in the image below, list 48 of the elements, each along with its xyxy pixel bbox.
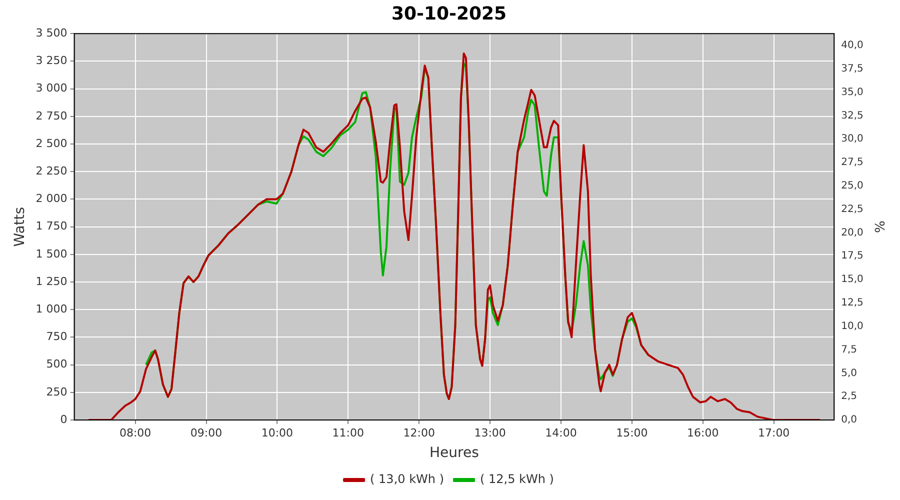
y-tick-label: 1 750 [36, 220, 68, 233]
y2-tick-label: 25,0 [841, 180, 864, 192]
y2-axis-title: % [870, 220, 886, 233]
y2-tick-label: 27,5 [841, 157, 864, 168]
y2-tick-label: 37,5 [841, 63, 864, 74]
y-tick-label: 250 [46, 385, 68, 398]
x-tick-label: 10:00 [261, 426, 294, 440]
y-axis-title: Watts [12, 206, 28, 247]
x-tick-label: 17:00 [758, 426, 790, 440]
x-tick-label: 08:00 [119, 426, 152, 440]
y2-tick-label: 7,5 [841, 344, 858, 356]
x-tick-label: 16:00 [687, 426, 719, 440]
legend-label: ( 12,5 kWh ) [480, 472, 554, 486]
x-tick-label: 13:00 [474, 426, 506, 440]
x-tick-label: 12:00 [403, 426, 435, 440]
y2-tick-label: 10,0 [841, 320, 864, 332]
y2-tick-label: 17,5 [841, 250, 864, 262]
chart-title: 30-10-2025 [391, 3, 507, 24]
y-tick-label: 1 000 [36, 302, 68, 316]
y-tick-label: 2 750 [36, 109, 68, 122]
y-tick-label: 2 250 [36, 164, 68, 178]
x-tick-label: 14:00 [545, 426, 577, 440]
x-tick-label: 15:00 [616, 426, 648, 440]
y-tick-label: 0 [60, 412, 68, 426]
y-tick-label: 1 250 [36, 274, 68, 288]
y-tick-label: 3 250 [36, 54, 68, 68]
y-tick-label: 2 000 [36, 192, 68, 206]
y2-tick-label: 30,0 [841, 134, 864, 145]
y2-tick-label: 0,0 [841, 414, 858, 426]
y2-tick-label: 12,5 [841, 298, 864, 309]
y2-tick-label: 5,0 [841, 368, 858, 379]
y-tick-label: 500 [46, 358, 68, 371]
x-tick-label: 11:00 [332, 426, 364, 440]
legend-label: ( 13,0 kWh ) [370, 472, 444, 486]
y-tick-label: 3 000 [36, 82, 68, 95]
x-axis-title: Heures [430, 445, 479, 462]
y2-tick-label: 40,0 [841, 40, 864, 52]
y-tick-label: 2 500 [36, 136, 68, 150]
y2-tick-label: 22,5 [841, 204, 864, 215]
y2-tick-label: 32,5 [841, 110, 864, 122]
y2-tick-label: 15,0 [841, 274, 864, 286]
y-tick-label: 750 [46, 330, 68, 344]
y2-tick-label: 2,5 [841, 391, 858, 402]
y-tick-label: 1 500 [36, 247, 68, 260]
y-tick-label: 3 500 [36, 26, 68, 40]
y2-tick-label: 35,0 [841, 86, 864, 98]
x-tick-label: 09:00 [190, 426, 222, 440]
y2-tick-label: 20,0 [841, 227, 864, 238]
